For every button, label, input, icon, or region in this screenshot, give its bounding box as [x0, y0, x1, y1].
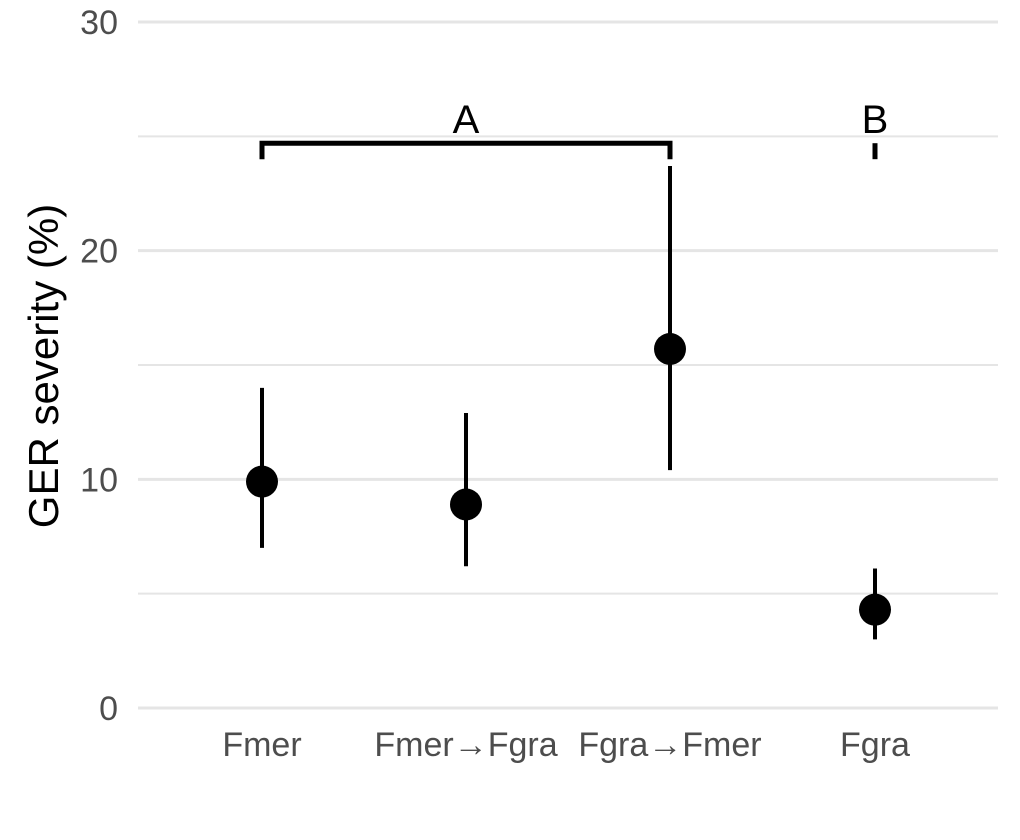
x-tick-label: Fmer — [222, 726, 301, 764]
x-tick-labels: Fmer Fmer→Fgra Fgra→Fmer Fgra — [222, 726, 910, 764]
y-tick-label: 30 — [80, 4, 118, 42]
y-tick-label: 0 — [99, 690, 118, 728]
significance-letter: A — [453, 98, 480, 142]
y-tick-labels: 0 10 20 30 — [80, 4, 118, 728]
data-points — [246, 332, 891, 626]
data-point — [654, 332, 686, 365]
x-tick-label: Fgra→Fmer — [578, 726, 761, 764]
y-tick-label: 20 — [80, 233, 118, 271]
significance-letter: B — [862, 98, 889, 142]
data-point — [859, 593, 891, 626]
x-tick-label: Fgra — [840, 726, 910, 764]
x-tick-label: Fmer→Fgra — [374, 726, 557, 764]
significance-bracket — [259, 140, 673, 160]
data-point — [450, 488, 482, 521]
y-tick-label: 10 — [80, 461, 118, 499]
y-axis-title: GER severity (%) — [20, 204, 67, 528]
data-point — [246, 465, 278, 498]
error-bars — [260, 166, 877, 640]
grid-lines — [138, 20, 998, 710]
